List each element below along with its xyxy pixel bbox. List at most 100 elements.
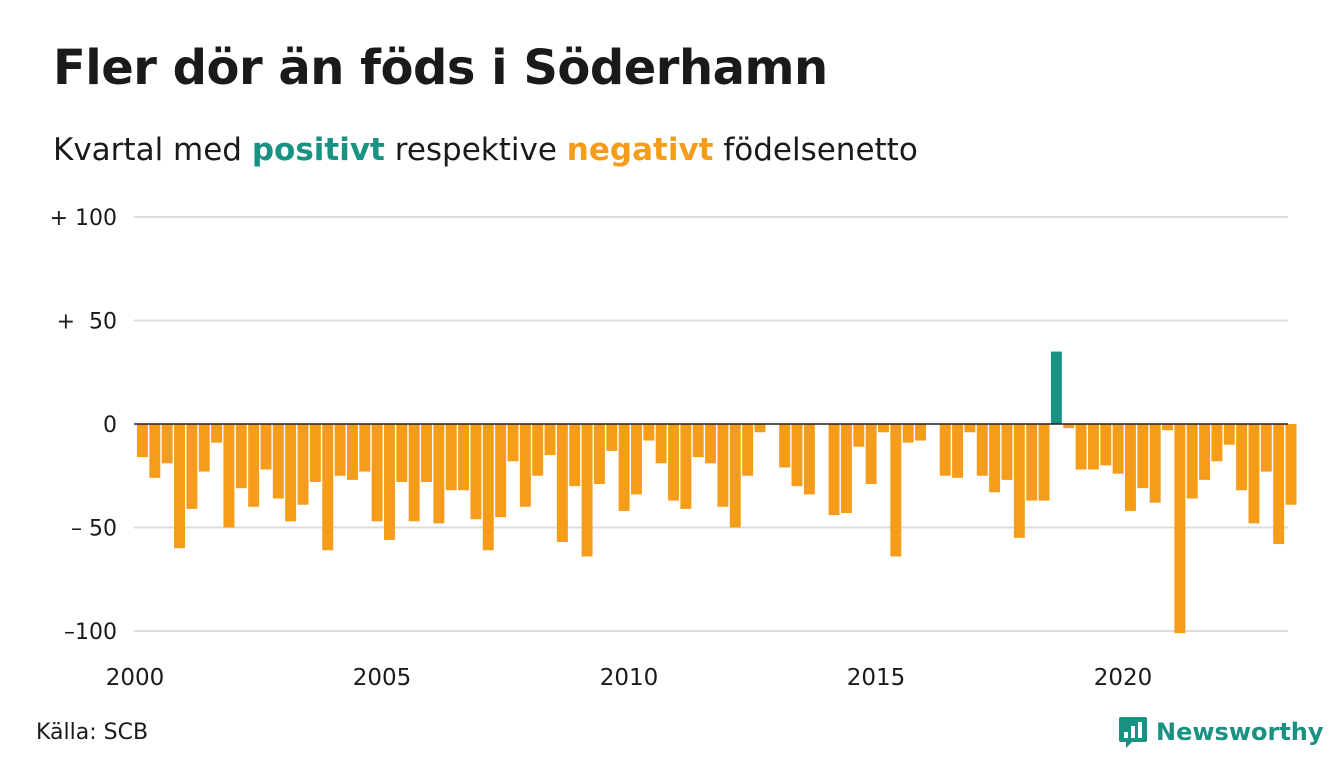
bar-negative	[532, 424, 544, 476]
bar-negative	[174, 424, 185, 549]
bar-negative	[581, 424, 593, 557]
bar-negative	[655, 424, 667, 464]
bar-negative	[964, 424, 976, 433]
subtitle-part1: Kvartal med	[53, 132, 242, 168]
bar-negative	[754, 424, 766, 433]
bar-negative	[137, 424, 148, 458]
bar-negative	[593, 424, 605, 485]
source-note: Källa: SCB	[36, 720, 149, 745]
subtitle-part3: födelsenetto	[723, 132, 918, 168]
bar-negative	[198, 424, 210, 472]
bar-negative	[297, 424, 309, 505]
bar-negative	[1149, 424, 1161, 503]
bar-negative	[482, 424, 494, 551]
bar-negative	[1211, 424, 1223, 462]
bar-negative	[495, 424, 507, 518]
bar-negative	[1038, 424, 1050, 501]
bar-negative	[692, 424, 704, 458]
bar-negative	[1100, 424, 1112, 466]
bar-negative	[544, 424, 556, 456]
subtitle-positive-word: positivt	[251, 132, 385, 168]
bar-negative	[359, 424, 371, 472]
y-tick-label: – 50	[71, 517, 117, 542]
bar-negative	[705, 424, 717, 464]
bar-negative	[606, 424, 618, 451]
bar-positive	[1050, 351, 1062, 424]
bar-negative	[1013, 424, 1025, 538]
bar-negative	[384, 424, 395, 540]
bar-negative	[779, 424, 791, 468]
bar-negative	[976, 424, 988, 476]
x-tick-label: 2005	[353, 665, 412, 691]
bar-negative	[1248, 424, 1260, 524]
newsworthy-logo-icon	[1119, 717, 1147, 748]
bar-negative	[396, 424, 408, 482]
bar-negative	[371, 424, 383, 522]
bar-negative	[507, 424, 519, 462]
bar-negative	[445, 424, 457, 491]
bar-negative	[1087, 424, 1099, 470]
bar-negative	[939, 424, 951, 476]
bar-negative	[260, 424, 272, 470]
bar-negative	[470, 424, 482, 520]
bar-negative	[742, 424, 754, 476]
bar-negative	[1026, 424, 1038, 501]
bar-negative	[1063, 424, 1075, 429]
bar-negative	[840, 424, 852, 514]
brand-logo: Newsworthy	[1118, 712, 1324, 752]
bar-negative	[902, 424, 914, 443]
subtitle-part2: respektive	[394, 132, 557, 168]
bar-negative	[272, 424, 284, 499]
bar-negative	[248, 424, 260, 507]
y-tick-label: + 50	[57, 310, 117, 335]
bar-negative	[668, 424, 679, 501]
x-axis-labels: 2000 2005 2010 2015 2020	[106, 665, 1153, 691]
y-tick-label: 0	[103, 413, 117, 438]
bar-negative	[1285, 424, 1297, 505]
bar-negative	[334, 424, 346, 476]
bars	[137, 351, 1297, 634]
bar-negative	[346, 424, 358, 480]
bar-negative	[803, 424, 815, 495]
bar-negative	[556, 424, 568, 542]
bar-negative	[1125, 424, 1136, 511]
bar-negative	[853, 424, 865, 447]
chart-subtitle: Kvartal med positivt respektive negativt…	[53, 132, 918, 168]
bar-negative	[952, 424, 964, 478]
bar-negative	[1001, 424, 1013, 480]
bar-negative	[828, 424, 840, 516]
bar-negative	[1186, 424, 1198, 499]
bar-negative	[519, 424, 531, 507]
y-tick-label: + 100	[50, 206, 117, 231]
bar-negative	[458, 424, 470, 491]
bar-negative	[791, 424, 803, 487]
bar-negative	[865, 424, 877, 485]
bar-negative	[161, 424, 173, 464]
bar-negative	[1174, 424, 1186, 634]
bar-negative	[878, 424, 889, 433]
bar-negative	[717, 424, 729, 507]
bar-negative	[1112, 424, 1124, 474]
chart-title: Fler dör än föds i Söderhamn	[53, 40, 828, 96]
x-tick-label: 2015	[847, 665, 906, 691]
bar-negative	[1273, 424, 1285, 545]
bar-negative	[680, 424, 692, 509]
bar-negative	[433, 424, 445, 524]
x-tick-label: 2010	[600, 665, 659, 691]
bar-negative	[631, 424, 642, 495]
bar-negative	[1236, 424, 1248, 491]
bar-negative	[1260, 424, 1272, 472]
bar-negative	[322, 424, 334, 551]
bar-negative	[1199, 424, 1211, 480]
bar-negative	[235, 424, 247, 489]
bar-negative	[618, 424, 630, 511]
bar-negative	[1223, 424, 1235, 445]
bar-negative	[915, 424, 926, 441]
y-tick-label: –100	[64, 620, 117, 645]
bar-negative	[309, 424, 321, 482]
x-tick-label: 2020	[1094, 665, 1153, 691]
bar-negative	[1137, 424, 1149, 489]
bar-negative	[729, 424, 741, 528]
bar-negative	[1162, 424, 1173, 431]
